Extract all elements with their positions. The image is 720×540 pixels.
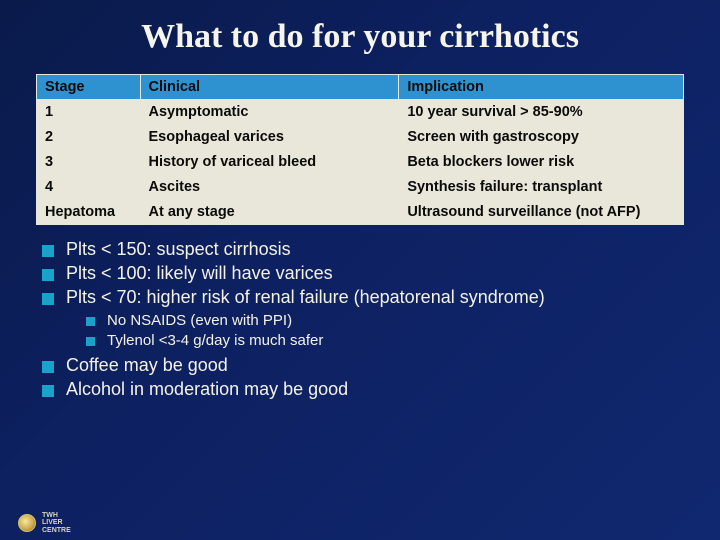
table-header-row: Stage Clinical Implication [37, 75, 684, 100]
cell-implication: Beta blockers lower risk [399, 150, 684, 175]
cell-implication: Ultrasound surveillance (not AFP) [399, 200, 684, 225]
bullet-square-icon [42, 385, 54, 397]
bullet-l1: Alcohol in moderation may be good [42, 379, 684, 400]
table-row: 3 History of variceal bleed Beta blocker… [37, 150, 684, 175]
footer-line: CENTRE [42, 527, 71, 534]
bullet-square-icon [86, 337, 95, 346]
col-stage: Stage [37, 75, 141, 100]
slide: What to do for your cirrhotics Stage Cli… [0, 0, 720, 540]
bullet-l1: Plts < 100: likely will have varices [42, 263, 684, 284]
bullet-text: Alcohol in moderation may be good [66, 379, 348, 400]
bullet-square-icon [42, 245, 54, 257]
table-row: Hepatoma At any stage Ultrasound surveil… [37, 200, 684, 225]
bullet-l2: No NSAIDS (even with PPI) [86, 312, 684, 329]
cell-clinical: Esophageal varices [140, 125, 399, 150]
bullet-text: Coffee may be good [66, 355, 228, 376]
bullet-square-icon [42, 293, 54, 305]
sub-bullet-list: No NSAIDS (even with PPI) Tylenol <3-4 g… [86, 312, 684, 349]
bullet-text: Plts < 70: higher risk of renal failure … [66, 287, 545, 308]
logo-icon [18, 514, 36, 532]
cell-stage: 2 [37, 125, 141, 150]
cell-implication: Screen with gastroscopy [399, 125, 684, 150]
cell-stage: 3 [37, 150, 141, 175]
bullet-l1: Plts < 70: higher risk of renal failure … [42, 287, 684, 308]
cell-clinical: Ascites [140, 175, 399, 200]
footer-line: LIVER [42, 519, 71, 526]
bullet-text: Plts < 100: likely will have varices [66, 263, 333, 284]
slide-title: What to do for your cirrhotics [36, 18, 684, 56]
bullet-text: Plts < 150: suspect cirrhosis [66, 239, 291, 260]
col-implication: Implication [399, 75, 684, 100]
footer-line: TWH [42, 512, 71, 519]
cell-implication: Synthesis failure: transplant [399, 175, 684, 200]
bullet-l1: Coffee may be good [42, 355, 684, 376]
table-row: 2 Esophageal varices Screen with gastros… [37, 125, 684, 150]
cell-clinical: History of variceal bleed [140, 150, 399, 175]
cell-stage: 1 [37, 100, 141, 125]
cell-clinical: Asymptomatic [140, 100, 399, 125]
bullet-text: No NSAIDS (even with PPI) [107, 312, 292, 329]
cell-stage: 4 [37, 175, 141, 200]
bullet-list: Plts < 150: suspect cirrhosis Plts < 100… [36, 239, 684, 400]
bullet-l2: Tylenol <3-4 g/day is much safer [86, 332, 684, 349]
table-row: 4 Ascites Synthesis failure: transplant [37, 175, 684, 200]
stages-table: Stage Clinical Implication 1 Asymptomati… [36, 74, 684, 225]
cell-implication: 10 year survival > 85-90% [399, 100, 684, 125]
bullet-square-icon [42, 361, 54, 373]
bullet-square-icon [86, 317, 95, 326]
footer: TWH LIVER CENTRE [18, 512, 71, 534]
bullet-text: Tylenol <3-4 g/day is much safer [107, 332, 323, 349]
col-clinical: Clinical [140, 75, 399, 100]
bullet-square-icon [42, 269, 54, 281]
cell-stage: Hepatoma [37, 200, 141, 225]
table-row: 1 Asymptomatic 10 year survival > 85-90% [37, 100, 684, 125]
bullet-l1: Plts < 150: suspect cirrhosis [42, 239, 684, 260]
footer-text: TWH LIVER CENTRE [42, 512, 71, 534]
cell-clinical: At any stage [140, 200, 399, 225]
